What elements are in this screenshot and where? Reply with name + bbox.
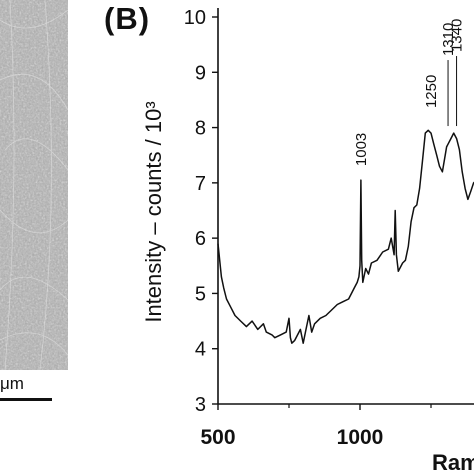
y-tick-label: 6 <box>195 228 206 250</box>
micrograph-image <box>0 0 68 370</box>
x-tick-label: 500 <box>200 426 235 449</box>
spectrum-line <box>217 129 474 344</box>
peak-label-1340: 1340 <box>449 19 466 52</box>
peak-label-1250: 1250 <box>423 75 440 108</box>
y-tick-label: 8 <box>195 118 206 140</box>
peak-label-1310: 1310 <box>440 23 457 56</box>
peak-label-1003: 1003 <box>353 133 370 166</box>
x-axis-label: Rama <box>432 450 474 474</box>
scale-bar-label: μm <box>0 374 24 393</box>
x-tick-label: 1000 <box>337 426 384 449</box>
y-tick-label: 10 <box>184 7 206 29</box>
y-tick-label: 7 <box>195 173 206 195</box>
scale-bar <box>0 398 52 401</box>
y-tick-label: 4 <box>195 339 206 361</box>
panel-label: (B) <box>104 1 151 36</box>
y-tick-label: 9 <box>195 62 206 84</box>
y-tick-label: 3 <box>195 394 206 416</box>
y-tick-label: 5 <box>195 283 206 305</box>
